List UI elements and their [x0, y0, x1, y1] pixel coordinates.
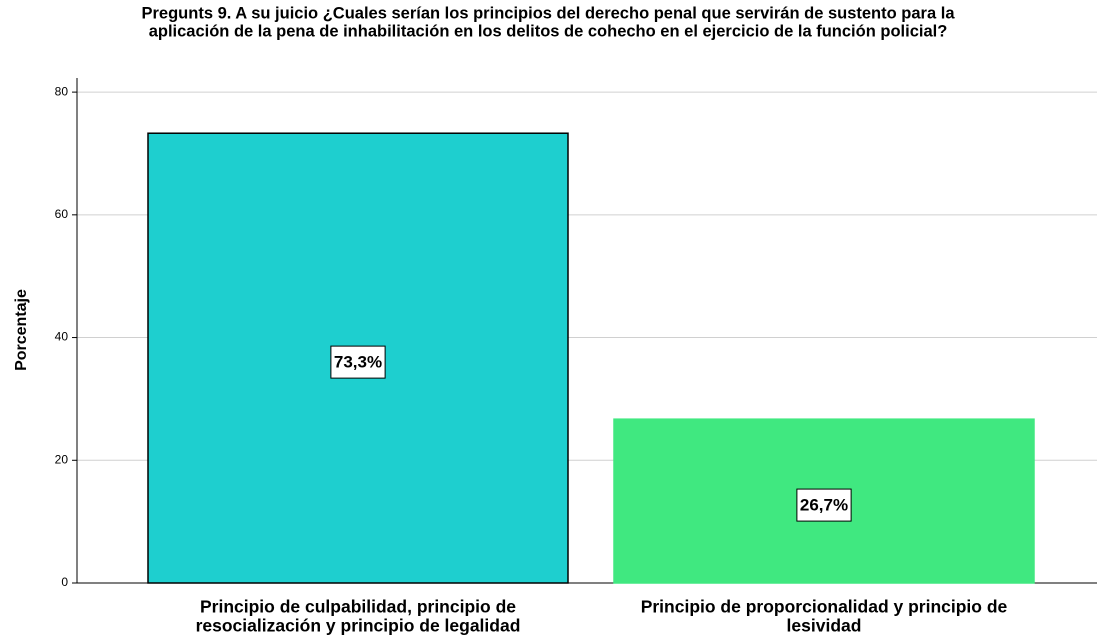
- x-tick-label: lesividad: [787, 616, 862, 636]
- value-label: 73,3%: [334, 353, 382, 372]
- y-axis-label: Porcentaje: [13, 289, 30, 371]
- chart-title: Pregunts 9. A su juicio ¿Cuales serían l…: [141, 4, 955, 22]
- x-tick-label: Principio de culpabilidad, principio de: [200, 597, 516, 617]
- chart-title: aplicación de la pena de inhabilitación …: [149, 22, 948, 40]
- value-label-box: [796, 488, 852, 522]
- y-tick-label: 0: [61, 575, 68, 589]
- y-tick-label: 20: [55, 452, 69, 466]
- x-tick-label: Principio de proporcionalidad y principi…: [641, 597, 1008, 617]
- x-tick-label: resocialización y principio de legalidad: [196, 616, 521, 636]
- y-tick-label: 40: [55, 330, 69, 344]
- value-label: 26,7%: [800, 496, 848, 515]
- y-tick-label: 60: [55, 207, 69, 221]
- value-label-box: [330, 345, 386, 379]
- y-tick-label: 80: [55, 84, 69, 98]
